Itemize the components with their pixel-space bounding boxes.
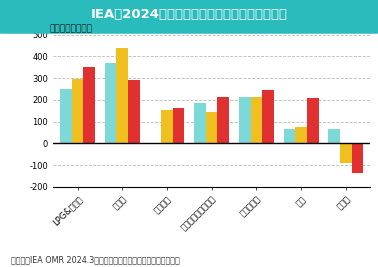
Bar: [161, 110, 173, 143]
Bar: [262, 90, 274, 143]
Bar: [60, 89, 72, 143]
Bar: [307, 98, 319, 143]
Bar: [328, 129, 340, 143]
Text: IEA：2024年石油需要見通しの内訳（前年比）: IEA：2024年石油需要見通しの内訳（前年比）: [90, 8, 288, 21]
Text: （千バレル／日）: （千バレル／日）: [49, 24, 92, 33]
Bar: [217, 97, 229, 143]
Bar: [352, 143, 363, 173]
Text: （出所：IEA OMR 2024.3より住友商事グローバルリサーチ作成）: （出所：IEA OMR 2024.3より住友商事グローバルリサーチ作成）: [11, 255, 180, 264]
Bar: [251, 97, 262, 143]
Bar: [206, 112, 217, 143]
Legend: Jul-23, Jan-24, Mar-24: Jul-23, Jan-24, Mar-24: [221, 0, 369, 15]
FancyBboxPatch shape: [0, 0, 378, 34]
Bar: [116, 48, 128, 143]
Bar: [83, 67, 95, 143]
Bar: [128, 80, 140, 143]
Bar: [340, 143, 352, 163]
Bar: [194, 103, 206, 143]
Bar: [173, 108, 184, 143]
Bar: [105, 63, 116, 143]
Bar: [295, 127, 307, 143]
Bar: [284, 129, 295, 143]
Bar: [72, 79, 83, 143]
Bar: [239, 97, 251, 143]
